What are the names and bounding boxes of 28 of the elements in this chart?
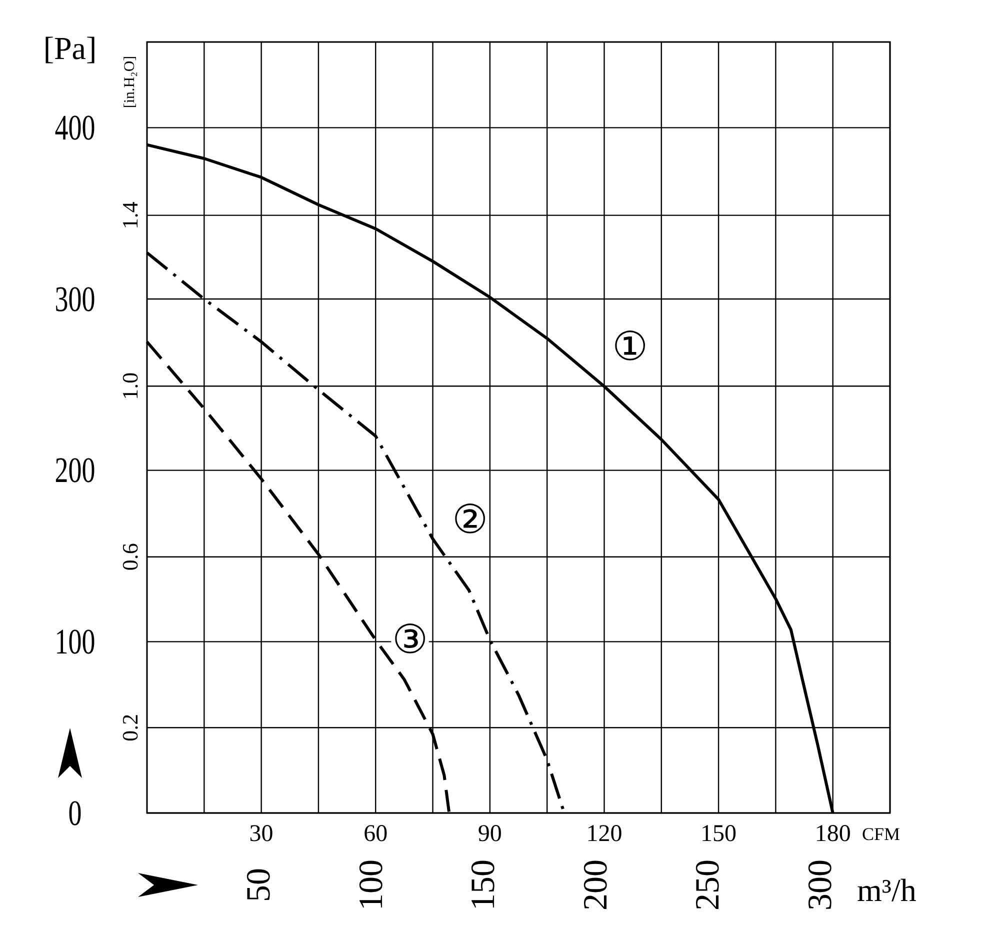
y-tick-label: 100 (54, 622, 96, 662)
x2-tick-label: 100 (352, 860, 390, 910)
y-tick-label: 200 (54, 450, 96, 490)
x2-tick-label: 50 (240, 868, 278, 902)
x-tick-label: 60 (364, 821, 388, 847)
x-tick-label: 30 (249, 821, 274, 847)
y2-tick-label: 1.4 (118, 202, 142, 230)
x-tick-label: 150 (700, 821, 737, 847)
x2-tick-label: 200 (577, 860, 614, 910)
x-tick-label: 120 (586, 821, 622, 847)
x2-tick-label: 300 (802, 860, 839, 910)
y-tick-label: 300 (54, 279, 96, 319)
y-axis-title: [Pa] (43, 30, 97, 66)
annotation: ② (452, 497, 488, 543)
x-tick-label: 180 (814, 821, 851, 847)
y2-axis-title: [in.H₂O] (122, 56, 138, 108)
annotation: ③ (392, 617, 428, 663)
y-tick-label: 400 (54, 108, 96, 148)
x2-tick-label: 250 (690, 860, 727, 910)
y2-tick-label: 0.6 (118, 543, 142, 571)
y2-tick-label: 0.2 (118, 714, 142, 742)
y-tick-label: 0 (68, 793, 82, 833)
x-axis-title: CFM (862, 824, 900, 844)
x-tick-label: 90 (478, 821, 502, 847)
annotation: ① (612, 324, 648, 370)
y2-tick-label: 1.0 (118, 372, 142, 400)
x2-axis-title: m³/h (857, 872, 916, 908)
x2-tick-label: 150 (465, 860, 502, 910)
